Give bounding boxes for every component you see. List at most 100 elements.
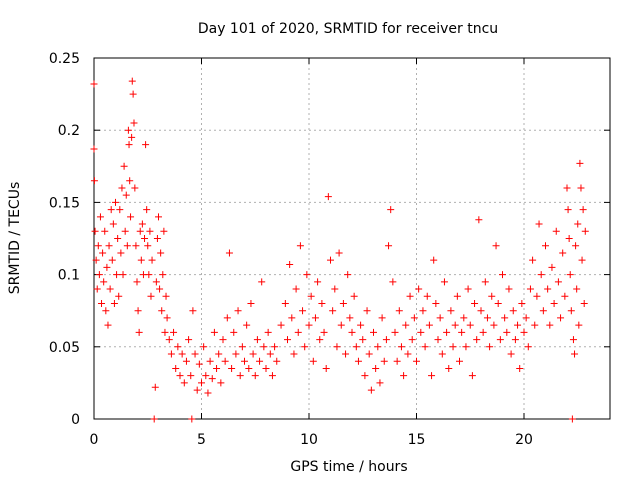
data-point xyxy=(234,307,242,315)
data-point xyxy=(458,328,466,336)
data-point xyxy=(245,364,253,372)
data-point xyxy=(123,242,131,250)
data-point xyxy=(335,249,343,257)
data-point xyxy=(208,375,216,383)
data-point xyxy=(114,235,122,242)
data-point xyxy=(529,256,537,264)
data-point xyxy=(548,263,556,271)
x-tick-label: 5 xyxy=(197,432,206,448)
data-point xyxy=(182,357,190,365)
data-point xyxy=(333,343,341,351)
data-point xyxy=(130,119,138,127)
data-point xyxy=(566,271,574,279)
data-point xyxy=(93,285,101,293)
data-point xyxy=(294,328,302,336)
data-point xyxy=(117,249,125,257)
data-point xyxy=(542,242,549,250)
data-point xyxy=(329,307,337,315)
data-point xyxy=(374,343,382,351)
data-point xyxy=(479,328,487,336)
data-point xyxy=(228,364,236,372)
y-tick-label: 0.05 xyxy=(49,340,80,356)
data-point xyxy=(505,285,513,293)
data-point xyxy=(539,307,547,315)
data-point xyxy=(105,242,113,250)
data-point xyxy=(151,383,159,391)
data-point xyxy=(167,350,175,358)
data-point xyxy=(301,343,309,351)
data-point xyxy=(296,242,304,250)
data-point xyxy=(559,249,567,257)
data-point xyxy=(107,206,115,214)
data-point xyxy=(564,206,572,214)
data-point xyxy=(331,285,339,293)
data-point xyxy=(119,271,127,279)
data-point xyxy=(109,220,117,228)
data-point xyxy=(501,314,509,322)
data-point xyxy=(522,314,530,322)
data-point xyxy=(449,343,457,351)
data-point xyxy=(382,336,390,344)
data-point xyxy=(144,242,152,250)
data-point xyxy=(471,299,479,307)
data-point xyxy=(307,292,315,300)
data-point xyxy=(256,357,264,365)
data-point xyxy=(580,299,588,307)
data-point xyxy=(434,336,442,344)
data-point xyxy=(230,328,238,336)
data-point xyxy=(277,321,285,329)
data-point xyxy=(131,184,139,192)
axis-ticks xyxy=(93,57,610,420)
data-point xyxy=(113,271,121,279)
chart-title: Day 101 of 2020, SRMTID for receiver tnc… xyxy=(198,21,498,37)
data-point xyxy=(400,372,408,380)
data-point xyxy=(106,285,114,293)
x-tick-label: 0 xyxy=(90,432,99,448)
data-point xyxy=(518,299,526,307)
data-point xyxy=(376,379,384,387)
data-point xyxy=(509,307,517,315)
data-point xyxy=(137,256,145,264)
data-point xyxy=(572,242,580,250)
data-point xyxy=(193,386,201,394)
data-point xyxy=(425,321,433,329)
data-point xyxy=(507,350,515,358)
data-point xyxy=(210,328,218,336)
data-point xyxy=(496,336,504,344)
data-point xyxy=(552,227,560,235)
data-point xyxy=(578,256,586,264)
data-point xyxy=(152,278,160,286)
data-point xyxy=(567,307,575,315)
data-point xyxy=(526,285,534,293)
data-point xyxy=(438,350,446,358)
data-point xyxy=(122,191,130,199)
data-point xyxy=(223,314,231,322)
data-point xyxy=(232,350,240,358)
data-point xyxy=(243,321,251,329)
data-point xyxy=(163,314,171,322)
data-point xyxy=(451,321,459,329)
data-point xyxy=(419,307,427,315)
data-point xyxy=(281,299,289,307)
data-point xyxy=(466,321,474,329)
data-point xyxy=(402,321,410,329)
data-point xyxy=(473,336,481,344)
x-axis-label: GPS time / hours xyxy=(290,459,407,475)
data-point xyxy=(453,292,461,300)
data-point xyxy=(90,177,98,185)
y-tick-label: 0.2 xyxy=(58,123,80,139)
data-point xyxy=(475,216,483,224)
data-point xyxy=(428,372,436,380)
data-point xyxy=(430,256,438,264)
data-point xyxy=(215,350,223,358)
data-point xyxy=(460,314,468,322)
data-point xyxy=(292,285,300,293)
data-point xyxy=(363,307,371,315)
data-point xyxy=(112,198,119,206)
data-point xyxy=(361,372,369,380)
data-point xyxy=(121,227,129,235)
data-point xyxy=(286,260,294,268)
data-point xyxy=(141,235,149,242)
data-point xyxy=(135,328,143,336)
data-point xyxy=(372,364,380,372)
